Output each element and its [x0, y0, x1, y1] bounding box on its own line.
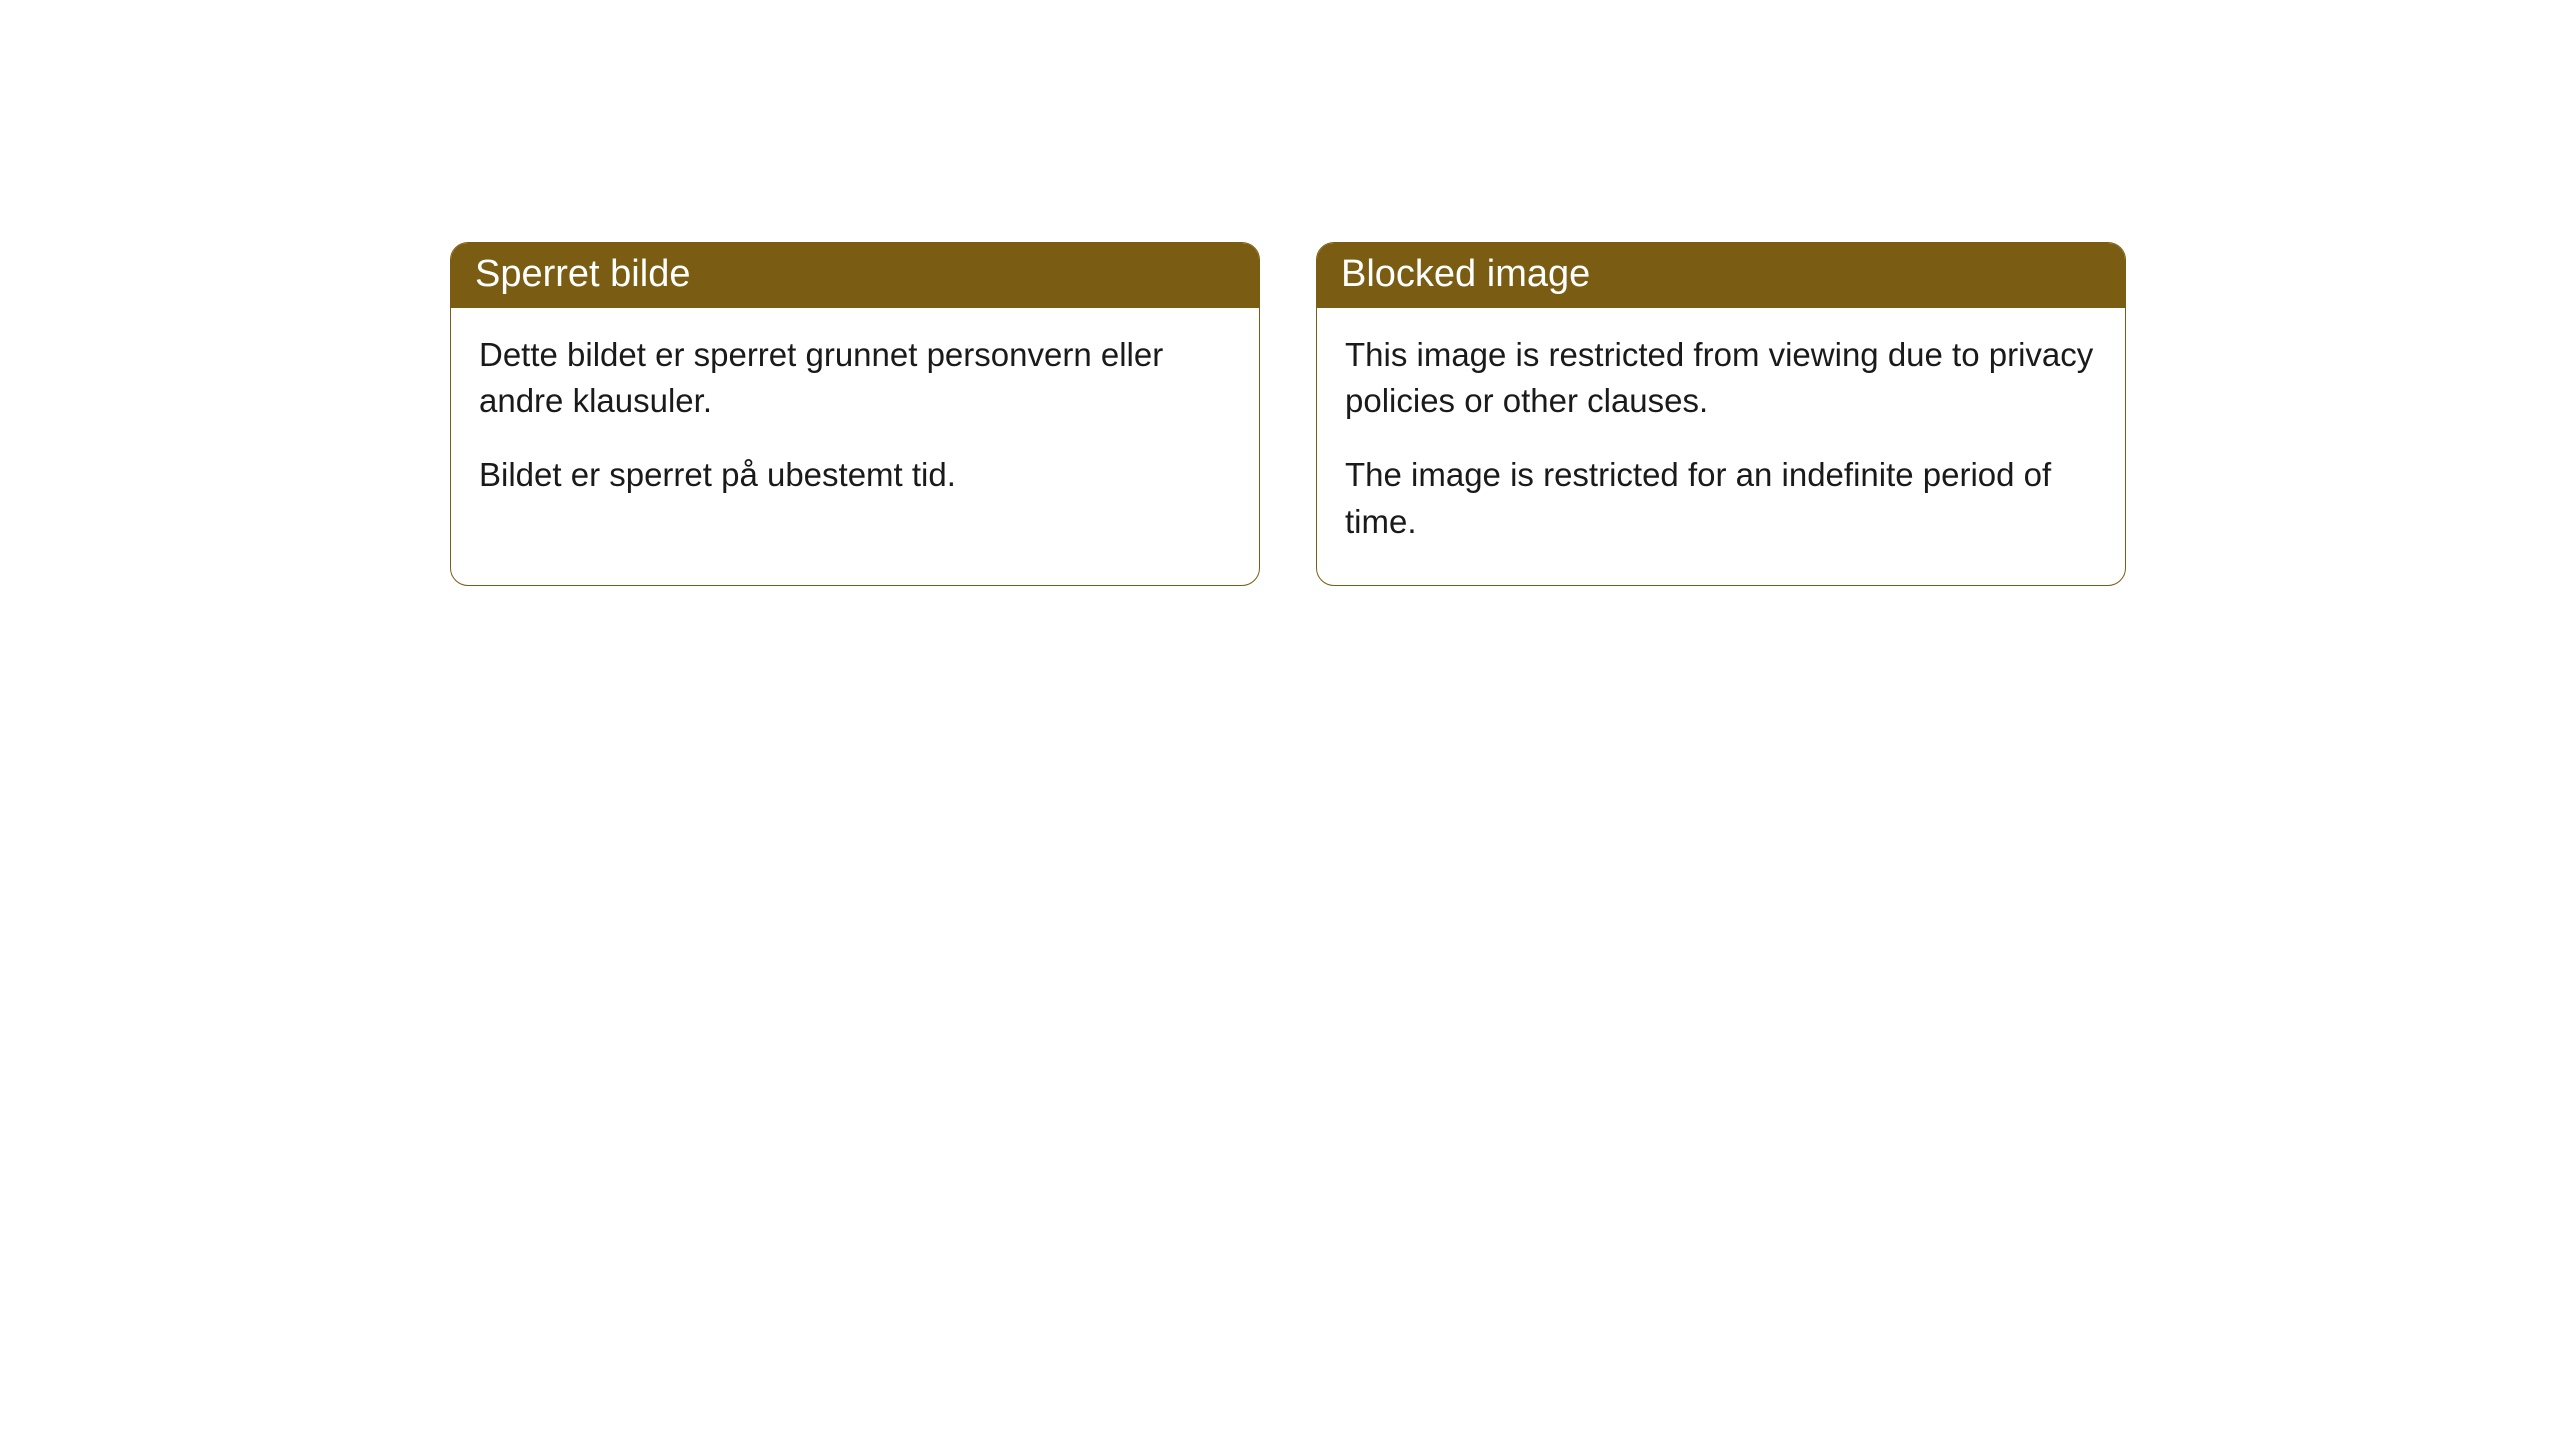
- card-paragraph-2-en: The image is restricted for an indefinit…: [1345, 452, 2097, 544]
- card-body-en: This image is restricted from viewing du…: [1317, 308, 2125, 585]
- card-paragraph-1-en: This image is restricted from viewing du…: [1345, 332, 2097, 424]
- blocked-image-card-no: Sperret bilde Dette bildet er sperret gr…: [450, 242, 1260, 586]
- card-header-no: Sperret bilde: [451, 243, 1259, 308]
- card-paragraph-1-no: Dette bildet er sperret grunnet personve…: [479, 332, 1231, 424]
- card-body-no: Dette bildet er sperret grunnet personve…: [451, 308, 1259, 539]
- card-header-en: Blocked image: [1317, 243, 2125, 308]
- cards-container: Sperret bilde Dette bildet er sperret gr…: [0, 0, 2560, 586]
- blocked-image-card-en: Blocked image This image is restricted f…: [1316, 242, 2126, 586]
- card-title-en: Blocked image: [1341, 253, 1590, 295]
- card-paragraph-2-no: Bildet er sperret på ubestemt tid.: [479, 452, 1231, 498]
- card-title-no: Sperret bilde: [475, 253, 690, 295]
